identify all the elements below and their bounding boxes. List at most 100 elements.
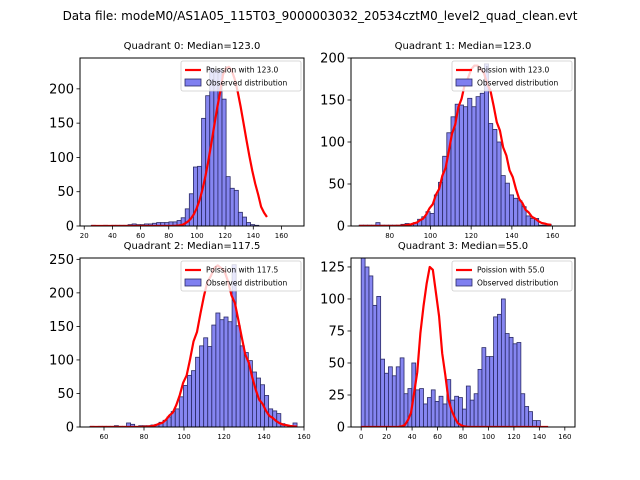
histogram-bar [174, 408, 180, 427]
histogram-bar [229, 187, 235, 226]
y-tick-label: 200 [320, 52, 345, 67]
histogram-bar [191, 370, 196, 427]
y-tick-label: 50 [57, 185, 74, 200]
histogram-bar [203, 337, 209, 427]
y-tick-label: 100 [320, 292, 345, 307]
x-tick-label: 140 [247, 232, 260, 240]
y-tick-label: 0 [337, 421, 345, 436]
histogram-bar [512, 343, 518, 427]
x-tick-label: 120 [464, 232, 477, 240]
histogram-bar [178, 396, 184, 427]
y-tick-label: 0 [337, 220, 345, 235]
y-tick-label: 150 [320, 94, 345, 109]
poisson-curve [90, 264, 298, 427]
y-tick-label: 50 [328, 356, 345, 371]
x-tick-label: 60 [100, 433, 109, 441]
x-tick-label: 20 [80, 232, 89, 240]
histogram-bar [458, 104, 464, 226]
histogram-bar [195, 356, 201, 427]
histogram-bar [182, 385, 188, 427]
histogram-bar [384, 372, 389, 427]
histogram-bar [219, 319, 225, 427]
histogram-bar [380, 358, 385, 427]
y-tick-label: 75 [328, 324, 345, 339]
x-tick-label: 20 [382, 433, 391, 441]
histogram-bar [130, 423, 136, 427]
histogram-bar [237, 211, 243, 226]
histogram-bar [430, 389, 436, 427]
legend-label-observed: Observed distribution [206, 279, 287, 288]
legend-label-observed: Observed distribution [477, 79, 558, 88]
legend-bar-swatch [184, 78, 202, 87]
histogram-bar [227, 321, 233, 427]
legend: Poission with 55.0 Observed distribution [451, 260, 573, 292]
histogram-bar [207, 346, 213, 427]
histogram-bar [360, 258, 366, 427]
x-tick-label: 100 [190, 232, 203, 240]
histogram-bar [504, 333, 510, 427]
histogram-bar [469, 399, 475, 427]
x-tick-label: 0 [359, 433, 363, 441]
histogram-bar [462, 408, 467, 427]
legend-label-poisson: Poission with 117.5 [206, 266, 279, 275]
histogram-bar [524, 406, 530, 427]
x-tick-label: 140 [533, 433, 546, 441]
legend-box [180, 60, 302, 92]
legend: Poission with 123.0 Observed distribution [451, 60, 573, 92]
legend-box [180, 260, 302, 292]
y-tick-label: 100 [320, 136, 345, 151]
histogram-bar [376, 296, 382, 427]
histogram-bar [235, 325, 241, 427]
histogram-bar [187, 374, 192, 427]
y-tick-label: 200 [49, 82, 74, 97]
subplot-title: Quadrant 3: Median=55.0 [398, 241, 528, 252]
histogram-bar [368, 275, 374, 427]
legend-label-poisson: Poission with 123.0 [206, 66, 279, 75]
histogram-bar [242, 216, 247, 226]
subplot-title: Quadrant 0: Median=123.0 [124, 41, 261, 52]
histogram-bar [479, 92, 485, 226]
y-tick-label: 150 [49, 320, 74, 335]
subplot-quadrant-0: Quadrant 0: Median=123.0 20 40 60 80 100 120 14… [49, 41, 305, 240]
x-tick-label: 60 [136, 232, 145, 240]
legend-label-poisson: Poission with 123.0 [477, 66, 550, 75]
histogram-bar [213, 69, 219, 226]
x-tick-label: 120 [507, 433, 520, 441]
histogram-bar [477, 368, 483, 427]
y-tick-label: 0 [66, 421, 74, 436]
histogram-bar [391, 375, 397, 427]
histogram-bar [485, 356, 491, 427]
histogram-bar [364, 266, 370, 427]
poisson-curve [361, 265, 549, 427]
histogram-bar [513, 197, 519, 226]
histogram-bar [520, 393, 526, 427]
histogram-bar [246, 222, 252, 226]
histogram-bar [256, 377, 261, 427]
y-tick-label: 150 [49, 117, 74, 132]
histogram-bar [423, 403, 428, 427]
histogram-bar [438, 395, 444, 427]
histogram-bar [492, 128, 498, 226]
legend-bar-swatch [455, 78, 473, 87]
histogram-bar [223, 316, 229, 427]
histogram-bar [221, 98, 227, 226]
histogram-bar [233, 189, 239, 226]
histogram-bar [489, 356, 494, 427]
legend-bar-swatch [455, 278, 473, 287]
y-tick-label: 200 [49, 286, 74, 301]
x-tick-label: 100 [482, 433, 495, 441]
legend-label-poisson: Poission with 55.0 [477, 266, 545, 275]
legend: Poission with 117.5 Observed distribution [180, 260, 302, 292]
histogram-bar [463, 106, 469, 226]
axes-frame [79, 57, 305, 227]
histogram-bar [529, 218, 535, 226]
x-tick-label: 40 [408, 433, 417, 441]
histogram-bar [395, 366, 401, 427]
subplot-title: Quadrant 1: Median=123.0 [395, 41, 532, 52]
x-tick-label: 100 [424, 232, 437, 240]
x-tick-label: 80 [164, 232, 173, 240]
histogram-bar [415, 389, 420, 427]
histogram-bar [528, 411, 533, 427]
histogram-bar [508, 336, 514, 427]
subplot-quadrant-1: Quadrant 1: Median=123.0 80 100 120 140 160 0 5… [320, 41, 576, 240]
